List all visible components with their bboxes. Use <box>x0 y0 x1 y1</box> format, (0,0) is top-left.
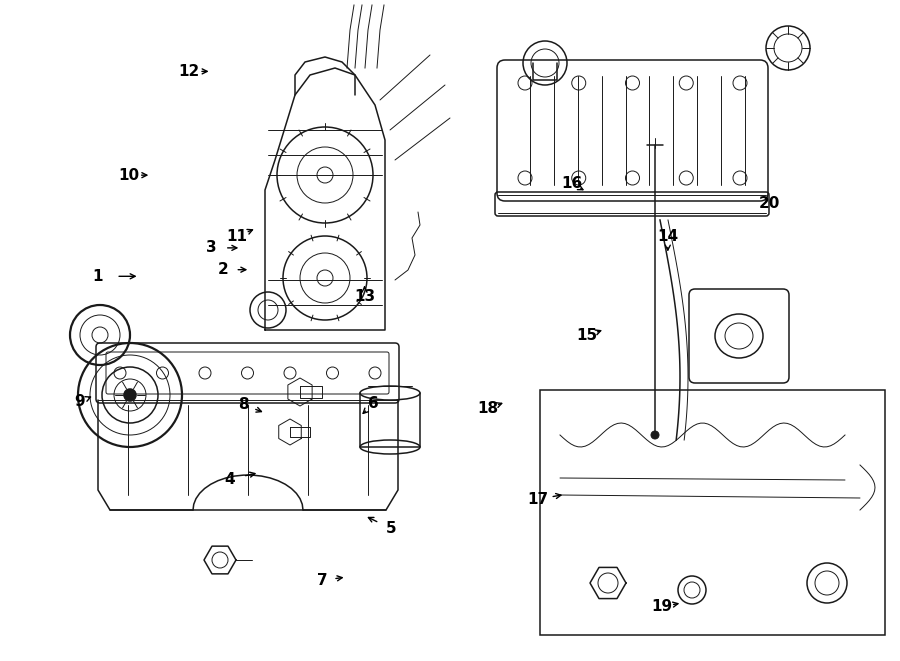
Text: 11: 11 <box>226 229 248 244</box>
Text: 14: 14 <box>657 229 679 244</box>
Text: 18: 18 <box>477 401 499 416</box>
Text: 16: 16 <box>561 176 582 191</box>
Text: 3: 3 <box>206 241 217 255</box>
Text: 5: 5 <box>386 522 397 536</box>
Text: 17: 17 <box>527 492 549 506</box>
Text: 13: 13 <box>354 289 375 303</box>
Circle shape <box>651 431 659 439</box>
Text: 6: 6 <box>368 396 379 410</box>
Text: 4: 4 <box>224 472 235 486</box>
Text: 9: 9 <box>74 395 85 409</box>
Text: 10: 10 <box>118 168 140 182</box>
Text: 8: 8 <box>238 397 248 412</box>
Text: 7: 7 <box>317 573 328 588</box>
Text: 20: 20 <box>759 196 780 211</box>
Text: 2: 2 <box>218 262 229 277</box>
Text: 12: 12 <box>178 64 200 79</box>
Text: 15: 15 <box>576 329 598 343</box>
Text: 1: 1 <box>92 269 103 284</box>
Circle shape <box>124 389 136 401</box>
Bar <box>540 390 885 635</box>
Text: 19: 19 <box>651 600 672 614</box>
